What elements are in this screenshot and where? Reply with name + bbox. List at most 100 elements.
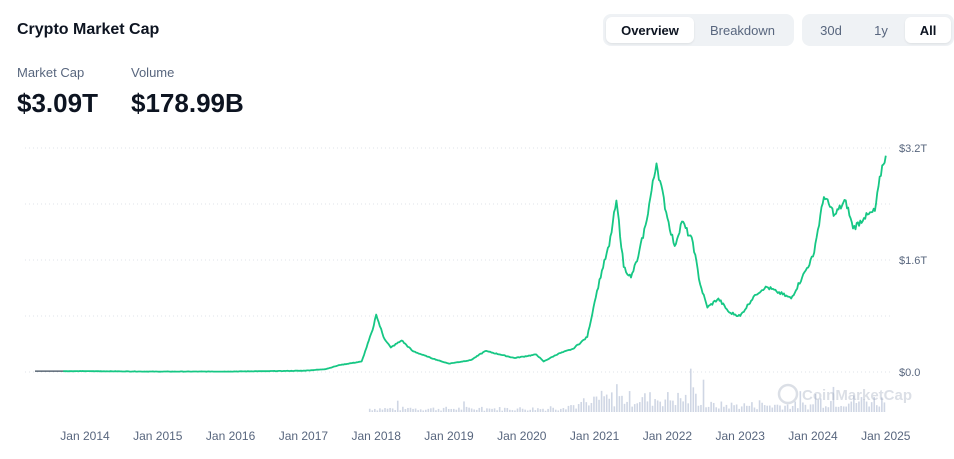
volume-bar — [554, 409, 557, 412]
volume-bar — [855, 402, 858, 412]
volume-bar — [516, 408, 519, 412]
range-all-button[interactable]: All — [905, 17, 951, 43]
view-toggle: Overview Breakdown — [603, 14, 794, 46]
range-30d-button[interactable]: 30d — [820, 22, 842, 38]
volume-bar — [498, 407, 501, 412]
volume-bar — [575, 408, 577, 412]
volume-bar — [618, 396, 621, 412]
volume-bar — [717, 408, 720, 412]
volume-bar — [623, 403, 626, 412]
volume-bar — [687, 403, 690, 412]
volume-bar — [379, 408, 381, 412]
volume-bar — [804, 404, 807, 412]
x-tick-label: Jan 2023 — [716, 429, 766, 443]
volume-bar — [595, 396, 598, 412]
volume-bar — [631, 406, 633, 412]
volume-bar — [661, 406, 664, 412]
volume-bar — [697, 405, 700, 412]
volume-bar — [753, 407, 756, 412]
volume-bar — [440, 410, 442, 412]
volume-bar — [758, 400, 761, 412]
volume-bar — [738, 408, 740, 412]
volume-bar — [437, 408, 440, 412]
volume-bar — [743, 403, 746, 412]
volume-bar — [791, 405, 794, 412]
volume-bar — [789, 408, 791, 412]
y-tick-label: $3.2T — [899, 143, 927, 155]
x-tick-label: Jan 2016 — [206, 429, 256, 443]
volume-bar — [641, 397, 644, 412]
volume-bar — [817, 399, 819, 412]
volume-bar — [730, 402, 733, 412]
volume-bar — [603, 396, 605, 412]
volume-bar — [626, 401, 628, 412]
volume-bar — [858, 401, 860, 412]
volume-bar — [560, 408, 562, 412]
volume-bar — [588, 405, 590, 412]
volume-bar — [768, 405, 771, 412]
x-tick-label: Jan 2022 — [643, 429, 693, 443]
volume-bar — [389, 407, 391, 412]
volume-bar — [667, 392, 669, 412]
volume-bar — [577, 404, 580, 412]
volume-bar — [453, 408, 455, 412]
volume-bar — [470, 408, 473, 412]
tab-breakdown[interactable]: Breakdown — [709, 22, 776, 38]
range-1y-button[interactable]: 1y — [874, 22, 888, 38]
volume-bar — [371, 410, 374, 412]
volume-bar — [376, 410, 379, 412]
volume-bar — [473, 409, 475, 412]
volume-bar — [460, 409, 463, 412]
volume-bar — [424, 409, 427, 412]
volume-bar — [435, 410, 437, 412]
volume-bar — [689, 368, 692, 412]
volume-bar — [534, 410, 537, 412]
volume-bar — [414, 408, 417, 412]
volume-bar — [873, 397, 876, 412]
volume-bar — [427, 408, 430, 412]
volume-bar — [712, 402, 715, 412]
volume-bar — [493, 408, 496, 412]
volume-bar — [868, 406, 870, 412]
volume-bar — [547, 408, 549, 412]
volume-bar — [519, 407, 521, 412]
volume-bar — [761, 402, 763, 412]
y-tick-label: $1.6T — [899, 255, 927, 267]
volume-bar — [802, 402, 804, 412]
volume-bar — [674, 405, 677, 412]
volume-bar — [832, 386, 835, 412]
volume-bar — [692, 387, 695, 412]
volume-bar — [853, 395, 855, 412]
volume-bar — [830, 401, 832, 412]
volume-bar — [608, 398, 611, 412]
volume-bar — [593, 396, 595, 412]
volume-bar — [814, 393, 817, 412]
volume-bar — [409, 407, 412, 412]
volume-bar — [458, 407, 460, 412]
volume-bar — [572, 405, 575, 412]
volume-bar — [585, 402, 588, 412]
volume-bar — [644, 393, 646, 412]
volume-bar — [633, 404, 636, 412]
volume-bar — [478, 407, 481, 412]
volume-bar — [812, 404, 814, 412]
volume-bar — [511, 410, 514, 412]
volume-bar — [845, 406, 847, 412]
volume-bar — [646, 401, 649, 412]
tab-overview[interactable]: Overview — [606, 17, 694, 43]
volume-bar — [865, 401, 868, 412]
volume-bar — [705, 407, 707, 412]
volume-bar — [582, 398, 585, 412]
volume-bar — [881, 397, 883, 412]
volume-bar — [496, 410, 498, 412]
volume-bar — [735, 404, 738, 412]
x-tick-label: Jan 2021 — [570, 429, 620, 443]
volume-bar — [807, 409, 809, 412]
volume-bar — [799, 391, 802, 412]
volume-bar — [394, 410, 396, 412]
volume-bar — [445, 406, 447, 412]
y-tick-label: $0.0 — [899, 367, 920, 379]
volume-bar — [531, 407, 534, 412]
volume-bar — [501, 410, 504, 412]
